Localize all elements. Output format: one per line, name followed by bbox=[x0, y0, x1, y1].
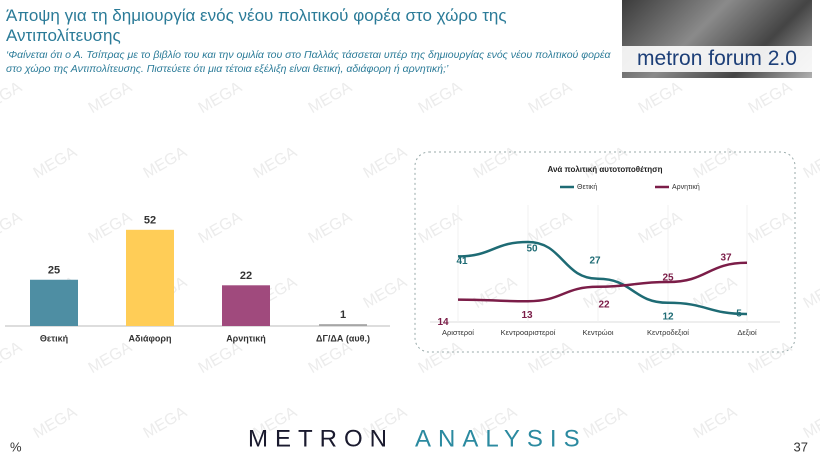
data-label: 14 bbox=[437, 317, 449, 328]
watermark-text: MEGA bbox=[526, 79, 576, 117]
watermark-text: MEGA bbox=[196, 209, 246, 247]
watermark-text: MEGA bbox=[801, 274, 820, 312]
watermark-text: MEGA bbox=[141, 404, 191, 442]
watermark-text: MEGA bbox=[251, 144, 301, 182]
watermark-text: MEGA bbox=[196, 79, 246, 117]
x-tick-label: Αρνητική bbox=[226, 333, 266, 343]
watermark-text: MEGA bbox=[416, 79, 466, 117]
watermark-text: MEGA bbox=[581, 144, 631, 182]
x-tick-label: Θετική bbox=[40, 333, 68, 343]
data-label: 22 bbox=[240, 270, 252, 282]
watermark-text: MEGA bbox=[306, 79, 356, 117]
watermark-text: MEGA bbox=[691, 404, 741, 442]
watermark-text: MEGA bbox=[526, 339, 576, 377]
watermark-text: MEGA bbox=[31, 144, 81, 182]
page-number: 37 bbox=[794, 439, 808, 454]
watermark-text: MEGA bbox=[471, 144, 521, 182]
legend-label: Θετική bbox=[577, 184, 597, 191]
logo-text: metron forum 2.0 bbox=[622, 46, 812, 72]
watermark-text: MEGA bbox=[691, 144, 741, 182]
watermark-text: MEGA bbox=[416, 339, 466, 377]
legend-label: Αρνητική bbox=[672, 184, 700, 191]
x-tick-label: ΔΓ/ΔΑ (αυθ.) bbox=[316, 333, 370, 343]
watermark-text: MEGA bbox=[471, 274, 521, 312]
watermark-text: MEGA bbox=[636, 339, 686, 377]
data-label: 50 bbox=[526, 244, 538, 255]
x-tick-label: Κεντροαριστεροί bbox=[501, 328, 556, 337]
watermark-text: MEGA bbox=[0, 339, 25, 377]
watermark-text: MEGA bbox=[306, 209, 356, 247]
bar bbox=[319, 324, 367, 326]
x-tick-label: Αριστεροί bbox=[442, 328, 474, 337]
watermark-text: MEGA bbox=[86, 339, 136, 377]
watermark-text: MEGA bbox=[361, 274, 411, 312]
watermark-text: MEGA bbox=[746, 339, 796, 377]
data-label: 5 bbox=[736, 309, 742, 320]
watermark-text: MEGA bbox=[581, 404, 631, 442]
watermark-text: MEGA bbox=[801, 404, 820, 442]
bar bbox=[222, 285, 270, 326]
unit: % bbox=[10, 439, 22, 454]
data-label: 25 bbox=[662, 273, 674, 284]
watermark-text: MEGA bbox=[746, 209, 796, 247]
x-tick-label: Κεντρώοι bbox=[582, 328, 613, 337]
data-label: 13 bbox=[521, 310, 533, 321]
watermark-text: MEGA bbox=[361, 144, 411, 182]
watermark-text: MEGA bbox=[0, 79, 25, 117]
subtitle: ‘Φαίνεται ότι ο Α. Τσίπρας με το βιβλίο … bbox=[6, 49, 611, 75]
data-label: 22 bbox=[598, 299, 610, 310]
bar bbox=[30, 279, 78, 326]
watermark-text: MEGA bbox=[636, 79, 686, 117]
brand: ANALYSIS bbox=[415, 425, 587, 452]
watermark-text: MEGA bbox=[801, 144, 820, 182]
watermark-text: MEGA bbox=[141, 144, 191, 182]
data-label: 41 bbox=[456, 256, 468, 267]
watermark-text: MEGA bbox=[306, 339, 356, 377]
x-tick-label: Αδιάφορη bbox=[129, 333, 172, 343]
data-label: 37 bbox=[720, 252, 732, 263]
watermark-text: MEGA bbox=[0, 209, 25, 247]
data-label: 12 bbox=[662, 311, 674, 322]
x-tick-label: Κεντροδεξιοί bbox=[647, 328, 689, 337]
data-label: 25 bbox=[48, 265, 60, 277]
watermark-text: MEGA bbox=[746, 79, 796, 117]
watermark-text: MEGA bbox=[636, 209, 686, 247]
line bbox=[457, 261, 748, 303]
chart-title: Ανά πολιτική αυτοτοποθέτηση bbox=[547, 165, 662, 174]
watermark-text: MEGA bbox=[31, 404, 81, 442]
line bbox=[457, 240, 748, 316]
bar bbox=[126, 229, 174, 326]
watermark-text: MEGA bbox=[86, 79, 136, 117]
data-label: 52 bbox=[144, 215, 156, 227]
data-label: 27 bbox=[589, 255, 601, 266]
brand: METRON bbox=[248, 425, 394, 452]
title: Άποψη για τη δημιουργία ενός νέου πολιτι… bbox=[6, 6, 507, 45]
data-label: 1 bbox=[340, 309, 346, 321]
logo: metron forum 2.0 bbox=[622, 0, 812, 78]
x-tick-label: Δεξιοί bbox=[737, 328, 757, 337]
panel-border bbox=[414, 151, 796, 353]
watermark-text: MEGA bbox=[196, 339, 246, 377]
